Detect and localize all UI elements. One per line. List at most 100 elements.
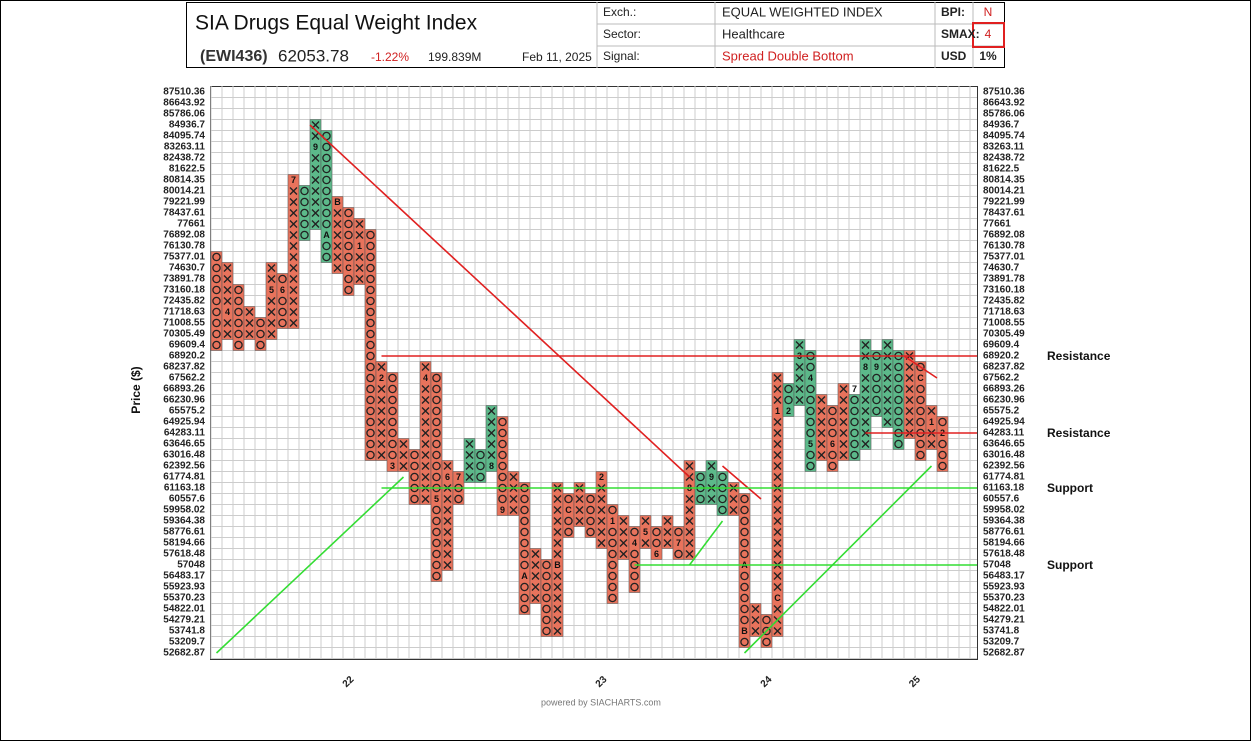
pf-column (727, 482, 740, 516)
y-tick-label-right: 84095.74 (983, 131, 1025, 142)
o-box (366, 296, 375, 306)
x-box (509, 473, 518, 481)
pf-column: A (320, 130, 333, 263)
x-box (333, 253, 342, 261)
x-box (289, 231, 298, 239)
month-marker: 5 (643, 527, 648, 537)
x-box (861, 418, 870, 426)
o-box (740, 615, 749, 625)
y-tick-label: 55923.93 (163, 582, 205, 593)
o-box (762, 626, 771, 636)
x-box (861, 341, 870, 349)
o-box (806, 450, 815, 460)
x-box (553, 616, 562, 624)
x-box (905, 396, 914, 404)
o-box (828, 461, 837, 471)
o-box (366, 362, 375, 372)
o-box (608, 549, 617, 559)
o-box (696, 472, 705, 482)
o-box (278, 307, 287, 317)
x-box (839, 385, 848, 393)
x-box (905, 374, 914, 382)
month-marker: 9 (313, 142, 318, 152)
y-tick-label-right: 76130.78 (983, 241, 1025, 252)
o-box (432, 428, 441, 438)
y-tick-label: 71718.63 (163, 307, 205, 318)
y-tick-label-right: 57048 (983, 560, 1011, 571)
pf-column: 2 (595, 471, 608, 549)
header-cell: USD (941, 49, 967, 63)
x-box (553, 583, 562, 591)
o-box (432, 549, 441, 559)
o-box (894, 406, 903, 416)
o-box (322, 175, 331, 185)
o-box (542, 604, 551, 614)
o-box (212, 285, 221, 295)
o-box (278, 296, 287, 306)
o-box (564, 516, 573, 526)
o-box (388, 384, 397, 394)
column-fill (496, 416, 509, 516)
level-label: Resistance (1047, 426, 1111, 440)
x-box (883, 407, 892, 415)
x-box (377, 363, 386, 371)
o-box (938, 461, 947, 471)
o-box (344, 285, 353, 295)
y-tick-label: 60557.6 (169, 494, 206, 505)
y-tick-label-right: 59364.38 (983, 516, 1025, 527)
x-box (773, 550, 782, 558)
x-box (487, 418, 496, 426)
o-box (652, 538, 661, 548)
column-fill (815, 394, 828, 461)
x-box (311, 132, 320, 140)
y-tick-label-right: 83263.11 (983, 142, 1025, 153)
plot-area (210, 86, 978, 660)
o-box (366, 373, 375, 383)
y-tick-label: 59364.38 (163, 516, 205, 527)
x-box (421, 363, 430, 371)
x-box (553, 594, 562, 602)
y-tick-label-right: 82438.72 (983, 153, 1025, 164)
x-box (443, 462, 452, 470)
x-box (839, 396, 848, 404)
month-marker: 2 (379, 373, 384, 383)
trend-line (721, 465, 762, 500)
x-box (245, 319, 254, 327)
x-box (685, 495, 694, 503)
x-box (553, 572, 562, 580)
o-box (542, 571, 551, 581)
o-box (806, 406, 815, 416)
o-box (300, 186, 309, 196)
column-fill (573, 482, 586, 527)
x-box (443, 539, 452, 547)
pf-column: 9 (870, 350, 883, 417)
x-box (773, 539, 782, 547)
x-box (267, 308, 276, 316)
o-box (586, 516, 595, 526)
month-marker: 2 (786, 406, 791, 416)
y-tick-label-right: 76892.08 (983, 230, 1025, 241)
y-tick-label-right: 61774.81 (983, 472, 1025, 483)
o-box (938, 450, 947, 460)
y-tick-label: 82438.72 (163, 153, 205, 164)
o-box (366, 241, 375, 251)
o-box (740, 549, 749, 559)
pf-column (408, 449, 421, 505)
y-tick-label-right: 61163.18 (983, 483, 1025, 494)
o-box (366, 406, 375, 416)
o-box (432, 439, 441, 449)
x-box (773, 506, 782, 514)
pf-column: C (562, 493, 575, 538)
x-box (795, 341, 804, 349)
x-box (861, 374, 870, 382)
x-box (883, 385, 892, 393)
x-box (509, 495, 518, 503)
y-tick-label-right: 52682.87 (983, 648, 1025, 659)
x-box (267, 319, 276, 327)
trend-line (903, 355, 938, 379)
month-marker: 6 (654, 549, 659, 559)
pf-column (540, 559, 553, 637)
o-box (520, 538, 529, 548)
y-tick-label: 79221.99 (163, 197, 205, 208)
x-box (443, 561, 452, 569)
